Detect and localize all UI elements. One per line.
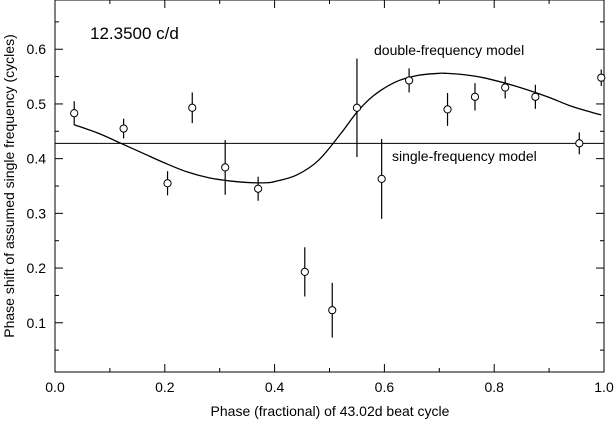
x-tick-label: 0.8 <box>484 379 504 395</box>
y-tick-label: 0.2 <box>27 260 47 276</box>
x-tick-label: 0.6 <box>375 379 395 395</box>
single-frequency-model-label: single-frequency model <box>392 148 537 164</box>
data-point <box>188 103 197 112</box>
x-tick-label: 1.0 <box>594 379 614 395</box>
double-frequency-model-curve <box>73 72 602 184</box>
data-point <box>352 103 362 112</box>
data-point <box>300 267 309 276</box>
y-axis-label: Phase shift of assumed single frequency … <box>1 34 17 337</box>
data-point <box>119 124 128 133</box>
y-tick-label: 0.5 <box>27 96 47 112</box>
axis-ticks <box>54 0 605 372</box>
x-tick-label: 0.4 <box>265 379 285 395</box>
data-point <box>254 184 263 193</box>
data-point <box>163 179 172 188</box>
x-tick-label: 0.0 <box>45 379 65 395</box>
y-tick-label: 0.6 <box>27 41 47 57</box>
x-tick-label: 0.2 <box>155 379 175 395</box>
data-point <box>597 73 606 82</box>
double-frequency-model-label: double-frequency model <box>374 42 524 58</box>
data-point <box>221 163 230 172</box>
data-point <box>443 105 452 114</box>
data-point <box>405 76 414 85</box>
data-point <box>328 306 337 315</box>
y-tick-label: 0.4 <box>27 151 47 167</box>
data-point <box>70 109 79 118</box>
model-curves <box>55 72 604 184</box>
data-point <box>377 174 386 183</box>
x-axis-label: Phase (fractional) of 43.02d beat cycle <box>211 403 450 419</box>
data-point <box>531 92 540 101</box>
frequency-annotation: 12.3500 c/d <box>90 24 179 43</box>
data-points <box>70 58 606 338</box>
y-tick-label: 0.1 <box>27 315 47 331</box>
data-point <box>575 139 584 148</box>
data-point <box>501 83 510 92</box>
y-tick-label: 0.3 <box>27 205 47 221</box>
data-point <box>470 92 480 101</box>
axis-tick-labels: 0.0 0.2 0.4 0.6 0.8 1.0 0.1 0.2 0.3 0.4 0.5 0.6 <box>27 41 614 395</box>
